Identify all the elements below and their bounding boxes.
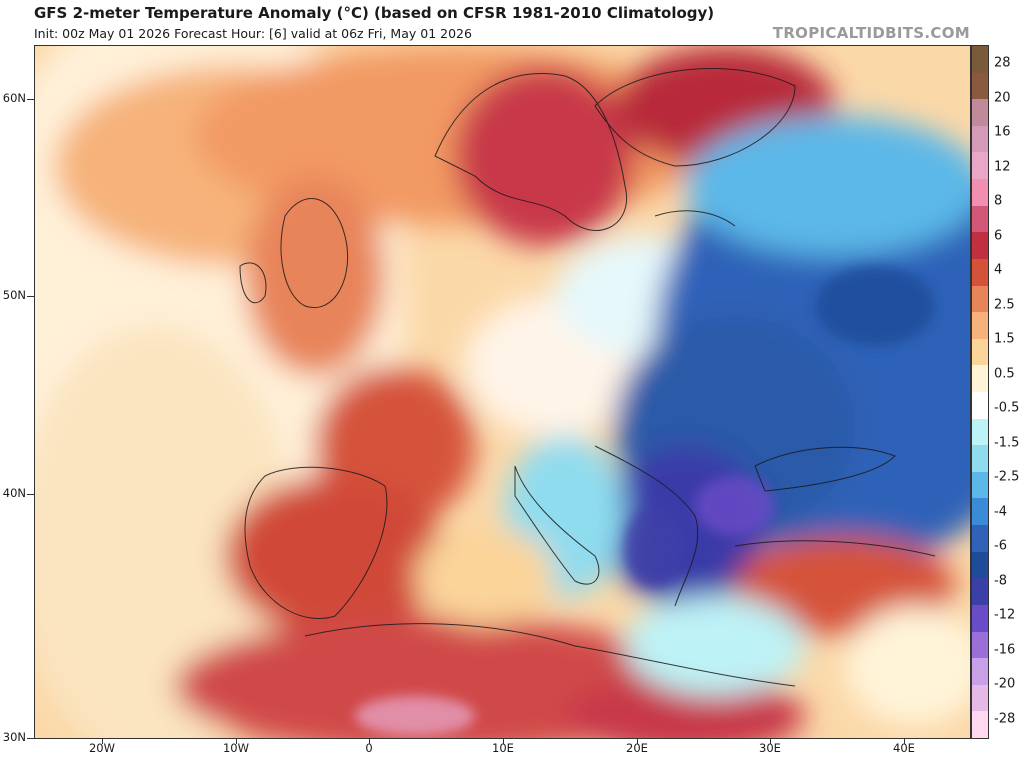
colorbar-segment: [972, 684, 988, 712]
colorbar-label: 28: [994, 55, 1011, 71]
colorbar-label: 2.5: [994, 297, 1015, 313]
colorbar-segment: [972, 72, 988, 100]
colorbar-segment: [972, 179, 988, 207]
lon-tick: [236, 739, 237, 744]
lat-label-40n: 40N: [2, 486, 26, 500]
lat-tick: [27, 738, 34, 739]
lon-label-20w: 20W: [88, 741, 116, 755]
colorbar-label: -12: [994, 607, 1016, 623]
lat-tick: [27, 296, 34, 297]
lat-tick: [27, 99, 34, 100]
colorbar-label: -0.5: [994, 400, 1020, 416]
colorbar-label: 12: [994, 159, 1011, 175]
chart-title: GFS 2-meter Temperature Anomaly (°C) (ba…: [34, 4, 715, 22]
colorbar-segment: [972, 232, 988, 260]
colorbar-label: 0.5: [994, 366, 1015, 382]
lat-tick: [27, 494, 34, 495]
colorbar-label: 1.5: [994, 331, 1015, 347]
lon-tick: [503, 739, 504, 744]
lon-tick: [637, 739, 638, 744]
colorbar-segment: [972, 338, 988, 366]
colorbar-label: -16: [994, 642, 1016, 658]
colorbar-label: -2.5: [994, 469, 1020, 485]
colorbar-label: 8: [994, 193, 1003, 209]
lon-tick: [904, 739, 905, 744]
lon-label-30e: 30E: [759, 741, 781, 755]
colorbar-segment: [972, 125, 988, 153]
lon-label-40e: 40E: [893, 741, 915, 755]
colorbar-segment: [972, 392, 988, 420]
lat-label-30n: 30N: [2, 730, 26, 744]
colorbar-segment: [972, 604, 988, 633]
colorbar-segment: [972, 312, 988, 340]
colorbar-label: 6: [994, 228, 1003, 244]
colorbar-segment: [972, 152, 988, 180]
colorbar-segment: [972, 46, 988, 74]
colorbar-segment: [972, 418, 988, 446]
colorbar-label: 20: [994, 90, 1011, 106]
lon-label-0: 0: [365, 741, 373, 755]
lat-label-50n: 50N: [2, 288, 26, 302]
lon-label-10w: 10W: [222, 741, 250, 755]
colorbar-label: -4: [994, 504, 1007, 520]
brand-watermark: TROPICALTIDBITS.COM: [772, 24, 970, 42]
lon-label-20e: 20E: [626, 741, 648, 755]
colorbar-segment: [972, 365, 988, 393]
colorbar-label: -6: [994, 538, 1007, 554]
colorbar-segment: [972, 498, 988, 526]
colorbar-segment: [972, 578, 988, 606]
colorbar-label: -1.5: [994, 435, 1020, 451]
colorbar-segment: [972, 285, 988, 313]
lon-tick: [369, 739, 370, 744]
anomaly-map: [34, 45, 971, 739]
colorbar-segment: [972, 525, 988, 553]
lon-tick: [102, 739, 103, 744]
colorbar-label: -20: [994, 676, 1016, 692]
colorbar-label: -28: [994, 711, 1016, 727]
lat-label-60n: 60N: [2, 91, 26, 105]
colorbar-segment: [972, 551, 988, 579]
colorbar: [971, 45, 989, 739]
lon-label-10e: 10E: [492, 741, 514, 755]
colorbar-segment: [972, 711, 988, 739]
anomaly-map-graphic: [35, 46, 970, 738]
chart-subtitle: Init: 00z May 01 2026 Forecast Hour: [6]…: [34, 26, 472, 41]
colorbar-label: 4: [994, 262, 1003, 278]
colorbar-segment: [972, 258, 988, 287]
colorbar-segment: [972, 99, 988, 127]
colorbar-label: 16: [994, 124, 1011, 140]
lon-tick: [770, 739, 771, 744]
colorbar-segment: [972, 658, 988, 686]
colorbar-segment: [972, 631, 988, 659]
colorbar-segment: [972, 471, 988, 499]
colorbar-label: -8: [994, 573, 1007, 589]
colorbar-segment: [972, 205, 988, 233]
colorbar-segment: [972, 445, 988, 473]
